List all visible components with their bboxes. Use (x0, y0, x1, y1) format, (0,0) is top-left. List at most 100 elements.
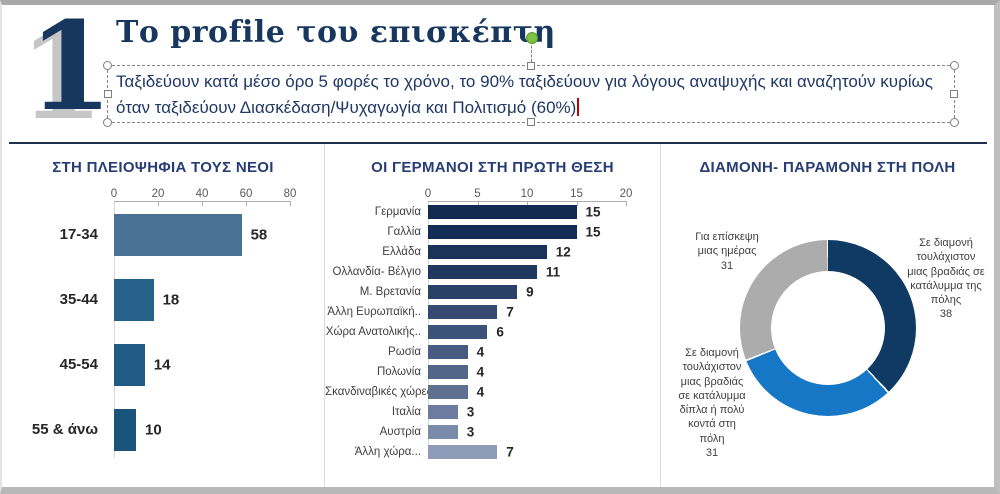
subtitle-text: Ταξιδεύουν κατά μέσο όρο 5 φορές το χρόν… (108, 66, 954, 121)
donut-label-value: 31 (705, 447, 719, 460)
bar[interactable] (428, 385, 468, 399)
bar-value-label: 7 (506, 444, 514, 460)
bar-row: Γαλλία 15 (325, 222, 660, 242)
bar-row: Πολωνία 4 (325, 362, 660, 382)
bar[interactable] (428, 425, 458, 439)
donut-label-value: 31 (720, 259, 734, 272)
bar-value-label: 7 (506, 304, 514, 320)
bars-area: 17-34 58 35-44 18 45-54 14 55 & άνω 10 (2, 202, 324, 462)
rotation-handle[interactable] (526, 32, 538, 44)
axis-tick: 15 (570, 188, 583, 206)
donut-label-day-visit: Για επίσκεψη μιας ημέρας 31 (694, 230, 760, 273)
category-label: Σκανδιναβικές χώρες (325, 386, 433, 398)
axis-tick-label: 40 (195, 188, 209, 200)
category-label: Άλλη Ευρωπαϊκή.. (327, 306, 421, 318)
resize-handle-top-left[interactable] (103, 61, 112, 70)
subtitle-textbox[interactable]: Ταξιδεύουν κατά μέσο όρο 5 φορές το χρόν… (103, 32, 959, 127)
axis-tick-label: 5 (474, 188, 481, 200)
bar[interactable] (114, 343, 145, 386)
bar[interactable] (428, 205, 577, 219)
resize-handle-top-right[interactable] (950, 61, 959, 70)
bar-row: Γερμανία 15 (325, 202, 660, 222)
resize-handle-left[interactable] (104, 90, 112, 98)
category-label: Ελλάδα (382, 246, 421, 258)
axis-tick-label: 10 (520, 188, 534, 200)
resize-handle-bottom-right[interactable] (950, 118, 959, 127)
bar-track: 14 (114, 332, 290, 397)
bar[interactable] (428, 445, 498, 459)
donut-label-text: Σε διαμονή τουλάχιστον μιας βραδιάς σε κ… (907, 237, 985, 307)
section-number: 1 (28, 0, 113, 138)
age-bar-chart[interactable]: 0 20 40 60 80 17-34 58 35-44 18 45-54 14 55 & άνω 1… (2, 180, 324, 462)
chart-title-countries: ΟΙ ΓΕΡΜΑΝΟΙ ΣΤΗ ΠΡΩΤΗ ΘΕΣΗ (371, 159, 614, 176)
axis-spacer (2, 180, 114, 202)
axis-tick-label: 20 (619, 188, 633, 200)
bar-value-label: 4 (476, 384, 485, 400)
rotation-handle-stem (531, 41, 532, 62)
axis-tick: 40 (196, 188, 208, 206)
chart-title-age: ΣΤΗ ΠΛΕΙΟΨΗΦΙΑ ΤΟΥΣ ΝΕΟΙ (52, 159, 274, 176)
bar-row: Χώρα Ανατολικής.. 6 (325, 322, 660, 342)
country-bar-chart[interactable]: 0 5 10 15 20 Γερμανία 15 Γαλλία 15 Ελλάδα 12 Ολλαν… (325, 180, 660, 462)
slide-title[interactable]: Το profile του επισκέπτη (116, 15, 556, 50)
donut-label-near-city-stay: Σε διαμονή τουλάχιστον μιας βραδιάς σε κ… (675, 346, 749, 460)
bar-track: 15 (428, 202, 626, 222)
subtitle-line2: όταν ταξιδεύουν Διασκέδαση/Ψυχαγωγία και… (116, 98, 577, 117)
category-label: Πολωνία (377, 366, 421, 378)
bar[interactable] (428, 285, 518, 299)
bar[interactable] (114, 213, 242, 256)
bar-track: 3 (428, 422, 626, 442)
axis-tick-label: 0 (110, 188, 118, 200)
x-axis-row: 0 5 10 15 20 (325, 180, 660, 206)
category-label: Άλλη χώρα... (354, 446, 421, 458)
bar[interactable] (428, 365, 468, 379)
bar[interactable] (428, 225, 577, 239)
bar[interactable] (428, 245, 547, 259)
bar-track: 3 (428, 402, 626, 422)
text-cursor (577, 98, 580, 116)
bar-row: Σκανδιναβικές χώρες 4 (325, 382, 660, 402)
resize-handle-right[interactable] (950, 90, 958, 98)
bar-track: 6 (428, 322, 626, 342)
bar-value-label: 12 (555, 244, 571, 260)
bar[interactable] (428, 305, 498, 319)
category-label: Αυστρία (379, 426, 421, 438)
x-axis: 0 5 10 15 20 (425, 180, 632, 206)
category-label: Γερμανία (374, 206, 421, 218)
bar-value-label: 6 (496, 324, 504, 340)
bar-track: 18 (114, 267, 290, 332)
bar-track: 7 (428, 302, 626, 322)
category-label: Μ. Βρετανία (359, 286, 421, 298)
resize-handle-top[interactable] (527, 62, 535, 70)
donut-ring[interactable] (740, 240, 916, 416)
bar[interactable] (428, 405, 458, 419)
category-label: 55 & άνω (31, 421, 98, 438)
bar-track: 7 (428, 442, 626, 462)
category-label: Ρωσία (388, 346, 421, 358)
bar[interactable] (114, 408, 136, 451)
bar-track: 15 (428, 222, 626, 242)
bar[interactable] (428, 345, 468, 359)
bar-row: 45-54 14 (2, 332, 324, 397)
donut-hole (771, 271, 885, 385)
axis-tick: 5 (474, 188, 481, 206)
resize-handle-bottom-left[interactable] (103, 118, 112, 127)
bar[interactable] (428, 265, 537, 279)
bar-track: 58 (114, 202, 290, 267)
bar-row: 55 & άνω 10 (2, 397, 324, 462)
bar-value-label: 9 (526, 284, 534, 300)
bar-value-label: 15 (585, 224, 601, 240)
bar[interactable] (428, 325, 488, 339)
bar-row: Ιταλία 3 (325, 402, 660, 422)
axis-spacer (325, 180, 428, 202)
bar-row: Μ. Βρετανία 9 (325, 282, 660, 302)
panel-country-chart: ΟΙ ΓΕΡΜΑΝΟΙ ΣΤΗ ΠΡΩΤΗ ΘΕΣΗ 0 5 10 15 20 Γερμ… (324, 144, 660, 487)
bar-track: 4 (428, 362, 626, 382)
bar[interactable] (114, 278, 154, 321)
bar-row: Ελλάδα 12 (325, 242, 660, 262)
resize-handle-bottom[interactable] (527, 118, 535, 126)
axis-tick: 80 (284, 188, 296, 206)
bar-value-label: 58 (250, 226, 268, 243)
category-label: Χώρα Ανατολικής.. (325, 326, 421, 338)
